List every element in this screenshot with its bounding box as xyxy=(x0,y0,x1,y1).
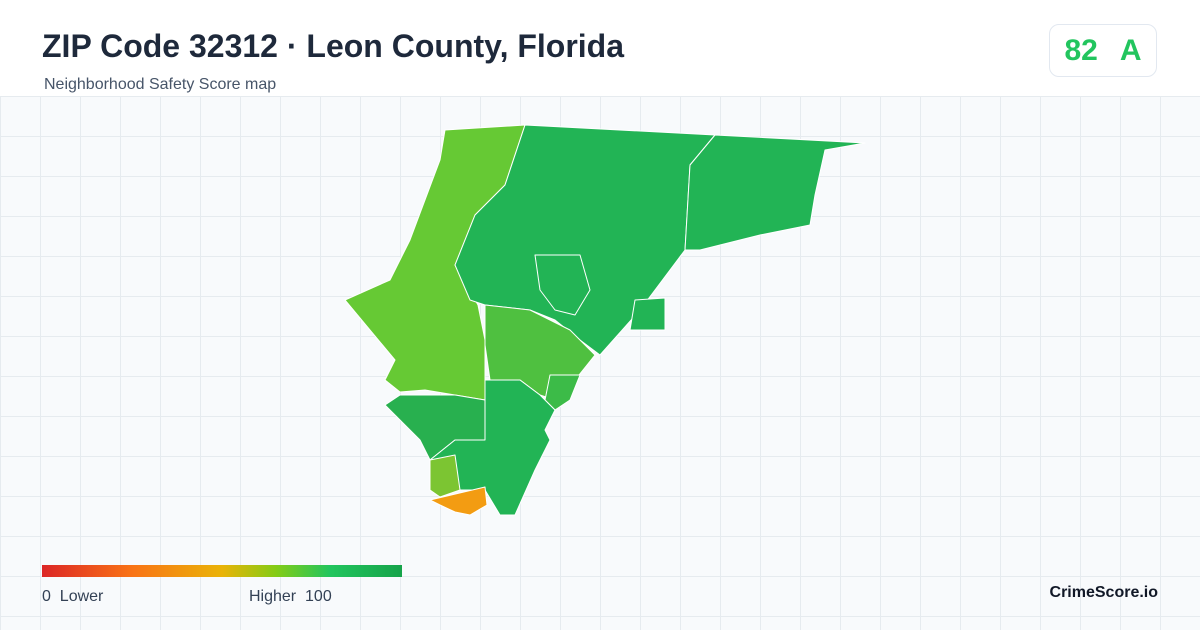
subtitle: Neighborhood Safety Score map xyxy=(44,76,277,93)
region xyxy=(544,374,581,411)
legend-min-label: Lower xyxy=(59,588,104,605)
score-grade: A xyxy=(1119,33,1142,67)
title: ZIP Code 32312 · Leon County, Florida xyxy=(42,28,625,64)
legend-max-label: Higher xyxy=(249,588,297,605)
region xyxy=(429,486,488,516)
region xyxy=(684,134,866,251)
legend-max: Higher 100 xyxy=(249,588,332,606)
brand: CrimeScore.io xyxy=(1049,584,1158,601)
region xyxy=(534,254,591,316)
score-value: 82 xyxy=(1064,33,1098,67)
legend-gradient xyxy=(42,565,402,577)
region xyxy=(429,379,556,516)
legend-max-value: 100 xyxy=(305,588,332,605)
legend-min-value: 0 xyxy=(42,588,51,605)
region xyxy=(429,454,461,498)
header: ZIP Code 32312 · Leon County, Florida Ne… xyxy=(0,0,1200,96)
score-badge: 82 A xyxy=(1049,24,1157,77)
legend-min: 0 Lower xyxy=(42,588,103,606)
region xyxy=(629,297,666,331)
